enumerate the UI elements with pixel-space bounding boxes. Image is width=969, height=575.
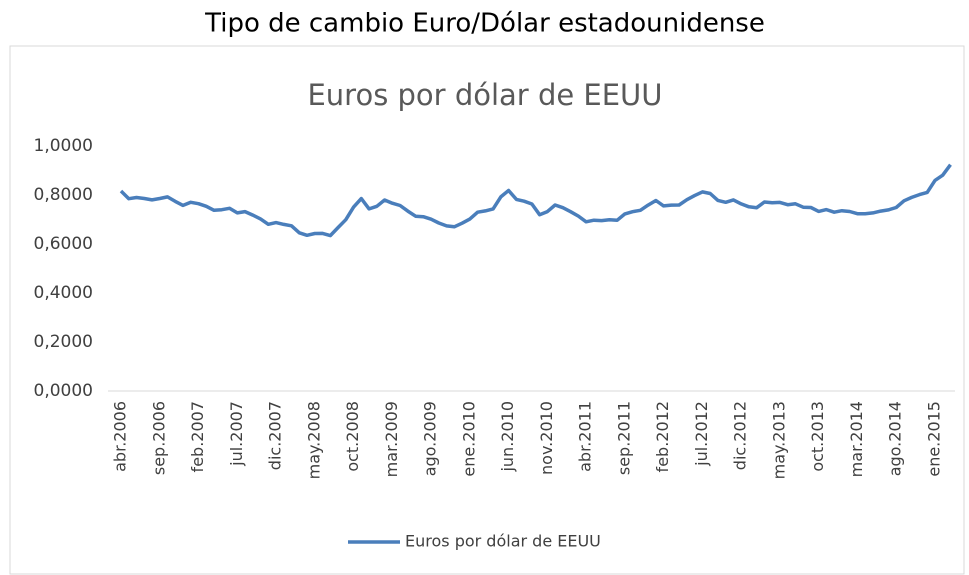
- y-tick-label: 0,2000: [34, 332, 93, 352]
- x-tick-label: abr.2011: [576, 401, 595, 472]
- x-tick-label: dic.2012: [731, 401, 750, 470]
- x-tick-label: abr.2006: [111, 401, 130, 472]
- chart-frame: [9, 45, 965, 575]
- data-line: [119, 163, 952, 238]
- x-tick-label: feb.2012: [653, 401, 672, 472]
- x-tick-label: may.2013: [769, 401, 788, 479]
- x-tick-label: oct.2013: [808, 401, 827, 472]
- x-tick-label: jun.2010: [498, 401, 517, 473]
- page-title: Tipo de cambio Euro/Dólar estadounidense: [204, 9, 765, 39]
- y-tick-label: 0,6000: [34, 234, 93, 254]
- y-tick-label: 0,4000: [34, 283, 93, 303]
- legend-label: Euros por dólar de EEUU: [405, 532, 601, 551]
- x-tick-label: may.2008: [304, 401, 323, 479]
- chart-title: Euros por dólar de EEUU: [307, 78, 662, 112]
- x-tick-label: feb.2007: [188, 401, 207, 472]
- x-tick-label: sep.2006: [149, 401, 168, 475]
- x-tick-label: dic.2007: [266, 401, 285, 470]
- x-tick-label: sep.2011: [614, 401, 633, 475]
- x-tick-label: mar.2009: [382, 401, 401, 477]
- x-tick-label: ago.2009: [421, 401, 440, 476]
- y-tick-label: 1,0000: [34, 136, 93, 156]
- x-tick-label: oct.2008: [343, 401, 362, 472]
- x-tick-label: jul.2012: [692, 401, 711, 467]
- x-tick-label: jul.2007: [227, 401, 246, 467]
- x-tick-label: nov.2010: [537, 401, 556, 475]
- x-tick-label: ene.2010: [459, 401, 478, 477]
- x-tick-label: ago.2014: [886, 401, 905, 476]
- x-tick-label: ene.2015: [924, 401, 943, 477]
- y-tick-label: 0,0000: [34, 381, 93, 401]
- x-tick-label: mar.2014: [847, 401, 866, 477]
- y-tick-label: 0,8000: [34, 185, 93, 205]
